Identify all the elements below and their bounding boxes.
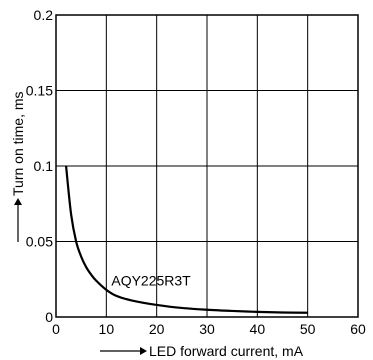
y-tick-label: 0.15 xyxy=(26,83,53,99)
y-axis-arrow-icon xyxy=(14,198,22,205)
x-tick-label: 50 xyxy=(300,321,316,337)
x-tick-label: 60 xyxy=(350,321,366,337)
x-tick-labels: 0 10 20 30 40 50 60 xyxy=(52,321,366,337)
y-tick-labels: 0 0.05 0.1 0.15 0.2 xyxy=(26,7,53,325)
x-axis-label-group: LED forward current, mA xyxy=(100,343,304,359)
x-tick-label: 30 xyxy=(199,321,215,337)
x-tick-label: 40 xyxy=(250,321,266,337)
x-axis-arrow-icon xyxy=(140,347,147,355)
plot-frame xyxy=(55,14,359,318)
grid-lines xyxy=(56,15,358,317)
y-tick-label: 0 xyxy=(45,309,53,325)
series-line-aqy225r3t xyxy=(64,165,308,314)
x-tick-label: 10 xyxy=(99,321,115,337)
x-axis-label: LED forward current, mA xyxy=(149,343,304,359)
y-axis-label-group: Turn on time, ms xyxy=(10,91,26,242)
y-tick-label: 0.1 xyxy=(34,158,54,174)
y-tick-label: 0.05 xyxy=(26,234,53,250)
y-tick-label: 0.2 xyxy=(34,7,54,23)
x-tick-label: 20 xyxy=(149,321,165,337)
y-axis-label: Turn on time, ms xyxy=(10,91,26,196)
series-annotation-label: AQY225R3T xyxy=(111,272,191,288)
x-tick-label: 0 xyxy=(52,321,60,337)
